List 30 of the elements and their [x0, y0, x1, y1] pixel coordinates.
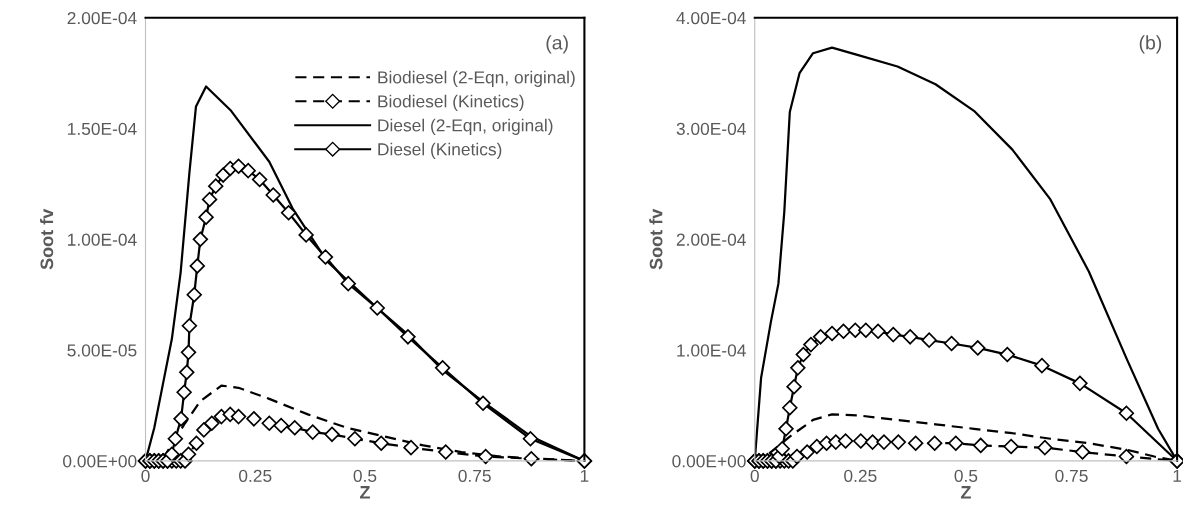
x-tick-label: 0: [750, 469, 759, 483]
x-tick-label: 0: [141, 469, 150, 483]
y-tick-label: 1.50E-04: [68, 122, 137, 135]
legend-label: Diesel (Kinetics): [378, 142, 502, 159]
x-tick-label: 1: [580, 469, 589, 482]
x-tick-label: 0.25: [239, 469, 272, 483]
x-tick-label: 0.25: [844, 469, 877, 483]
y-tick-label: 0.00E+00: [672, 455, 746, 468]
x-tick-label: 0.75: [1055, 469, 1088, 483]
y-axis-title: Soot fv: [39, 208, 54, 270]
y-tick-label: 1.00E-04: [68, 233, 137, 246]
y-tick-label: 1.00E-04: [677, 344, 746, 357]
y-tick-label: 2.00E-04: [67, 11, 137, 25]
y-tick-label: 2.00E-04: [676, 233, 746, 246]
annotation: (b): [1139, 35, 1162, 54]
y-tick-label: 0.00E+00: [63, 455, 137, 468]
legend-label: Biodiesel (2-Eqn, original): [378, 70, 575, 87]
x-axis-title: Z: [359, 486, 370, 499]
x-tick-label: 1: [1173, 469, 1182, 482]
x-tick-label: 0.5: [353, 469, 377, 483]
annotation: (a): [546, 35, 568, 54]
x-axis-title: Z: [960, 486, 971, 499]
y-tick-label: 4.00E-04: [676, 11, 746, 25]
y-tick-label: 3.00E-04: [676, 122, 746, 135]
legend-label: Diesel (2-Eqn, original): [378, 118, 553, 135]
y-tick-label: 5.00E-05: [67, 344, 137, 357]
legend-label: Biodiesel (Kinetics): [378, 94, 524, 111]
x-tick-label: 0.75: [458, 469, 491, 483]
y-axis-title: Soot fv: [649, 208, 663, 270]
x-tick-label: 0.5: [954, 469, 978, 483]
